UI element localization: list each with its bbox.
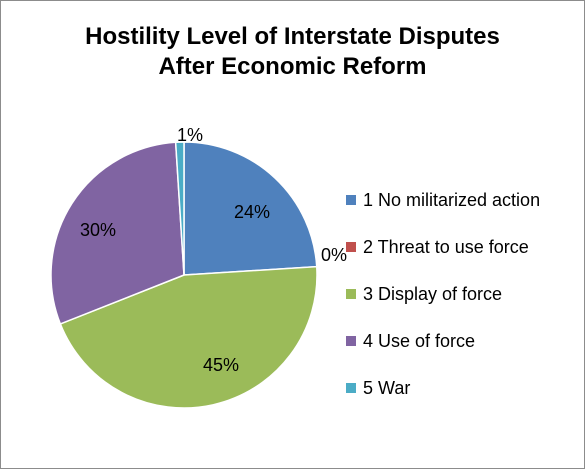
chart-title-line-1: Hostility Level of Interstate Disputes bbox=[85, 23, 500, 50]
pie-slice-use-of-force bbox=[50, 141, 185, 325]
legend-swatch bbox=[346, 289, 356, 299]
legend-item-war: 5 War bbox=[346, 376, 540, 400]
legend-label: 4 Use of force bbox=[363, 330, 476, 351]
legend-label: 3 Display of force bbox=[363, 283, 503, 304]
pie-label-threat-to-use-force: 0% bbox=[321, 245, 347, 265]
legend-label: 2 Threat to use force bbox=[363, 236, 529, 257]
pie-label-war: 1% bbox=[177, 125, 203, 145]
legend-item-use-of-force: 4 Use of force bbox=[346, 329, 540, 353]
legend-label: 1 No militarized action bbox=[363, 189, 541, 210]
legend-label: 5 War bbox=[363, 377, 411, 398]
legend-item-threat-to-use-force: 2 Threat to use force bbox=[346, 235, 540, 259]
pie-slice-war bbox=[174, 141, 185, 276]
pie-label-use-of-force: 30% bbox=[80, 220, 116, 240]
legend-swatch bbox=[346, 195, 356, 205]
pie-label-no-militarized-action: 24% bbox=[234, 202, 270, 222]
legend-swatch bbox=[346, 242, 356, 252]
pie-slice-display-of-force bbox=[59, 265, 318, 409]
legend-swatch bbox=[346, 383, 356, 393]
pie-label-display-of-force: 45% bbox=[203, 355, 239, 375]
legend-item-display-of-force: 3 Display of force bbox=[346, 282, 540, 306]
legend-item-no-militarized-action: 1 No militarized action bbox=[346, 188, 540, 212]
chart-title-line-2: After Economic Reform bbox=[158, 53, 427, 80]
legend-swatch bbox=[346, 336, 356, 346]
chart-title: Hostility Level of Interstate Disputes A… bbox=[0, 22, 585, 82]
chart-legend: 1 No militarized action 2 Threat to use … bbox=[346, 188, 540, 423]
pie-slice-no-militarized-action bbox=[183, 141, 318, 276]
